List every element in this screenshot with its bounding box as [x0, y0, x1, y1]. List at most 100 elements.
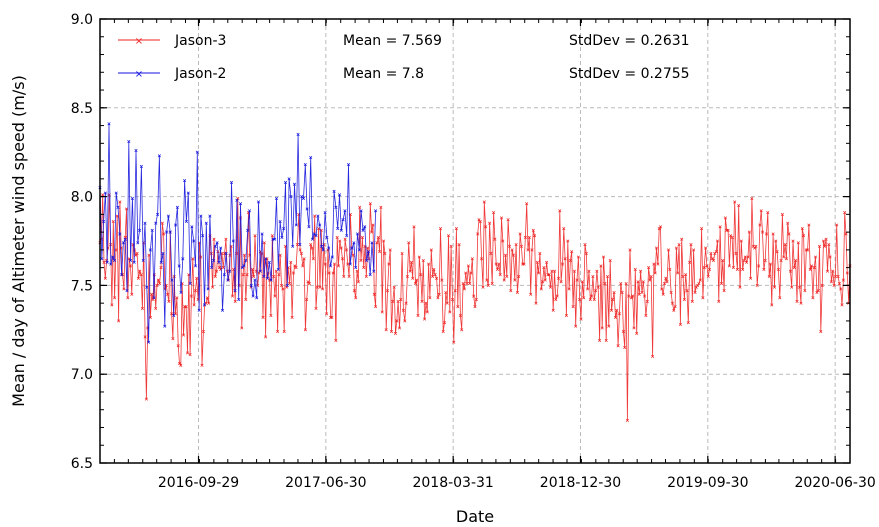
data-point-jason-2	[247, 209, 252, 213]
data-point-jason-3	[400, 251, 404, 255]
data-point-jason-3	[290, 315, 294, 319]
data-point-jason-3	[117, 319, 121, 323]
data-point-jason-3	[689, 243, 693, 247]
data-point-jason-2	[368, 273, 372, 277]
data-point-jason-3	[714, 250, 718, 254]
data-point-jason-3	[382, 239, 386, 243]
data-point-jason-2	[237, 298, 241, 302]
data-point-jason-3	[845, 271, 849, 275]
data-point-jason-2	[154, 221, 158, 225]
data-point-jason-2	[226, 278, 230, 282]
data-point-jason-3	[751, 244, 755, 248]
data-point-jason-3	[336, 264, 341, 268]
data-point-jason-3	[843, 211, 847, 215]
data-point-jason-3	[627, 294, 631, 298]
data-point-jason-3	[212, 237, 216, 241]
data-point-jason-3	[325, 312, 329, 316]
data-point-jason-2	[138, 228, 142, 232]
data-point-jason-3	[233, 299, 237, 303]
data-point-jason-3	[298, 248, 302, 252]
data-point-jason-3	[310, 246, 314, 250]
y-tick-label: 8.0	[71, 190, 93, 206]
data-point-jason-3	[411, 276, 415, 280]
data-point-jason-3	[653, 271, 657, 275]
data-point-jason-3	[746, 255, 750, 259]
data-point-jason-3	[468, 282, 472, 286]
data-point-jason-3	[502, 278, 506, 282]
data-point-jason-3	[442, 321, 447, 325]
data-point-jason-2	[161, 251, 165, 255]
data-point-jason-2	[204, 221, 208, 225]
data-point-jason-2	[195, 150, 199, 154]
data-point-jason-3	[836, 274, 840, 279]
data-point-jason-2	[355, 232, 360, 236]
data-point-jason-3	[270, 234, 274, 238]
data-point-jason-2	[224, 251, 228, 255]
data-point-jason-2	[193, 264, 198, 268]
data-point-jason-3	[541, 280, 545, 284]
data-point-jason-2	[175, 205, 179, 209]
data-point-jason-2	[168, 230, 172, 234]
data-point-jason-3	[662, 282, 667, 286]
data-point-jason-3	[279, 283, 284, 287]
data-point-jason-3	[510, 248, 514, 252]
data-point-jason-2	[372, 269, 376, 273]
data-point-jason-2	[186, 191, 190, 195]
data-point-jason-3	[136, 276, 140, 280]
data-point-jason-2	[321, 248, 325, 252]
data-point-jason-3	[130, 292, 134, 296]
data-point-jason-3	[211, 285, 215, 289]
data-point-jason-3	[612, 290, 616, 295]
data-point-jason-3	[582, 296, 586, 300]
data-point-jason-3	[570, 250, 574, 254]
data-point-jason-3	[665, 280, 669, 284]
data-point-jason-2	[107, 122, 111, 126]
data-point-jason-3	[313, 214, 317, 218]
data-point-jason-3	[803, 289, 807, 293]
data-point-jason-2	[292, 182, 297, 186]
data-point-jason-2	[105, 260, 109, 264]
data-point-jason-3	[685, 289, 689, 293]
data-point-jason-3	[454, 227, 458, 231]
data-point-jason-3	[160, 221, 164, 225]
data-point-jason-3	[340, 257, 345, 261]
data-point-jason-3	[269, 314, 273, 318]
data-point-jason-3	[358, 205, 362, 209]
data-point-jason-3	[575, 278, 579, 282]
data-point-jason-3	[470, 257, 474, 261]
data-point-jason-3	[637, 292, 641, 296]
data-point-jason-3	[598, 338, 602, 343]
data-point-jason-3	[670, 301, 674, 305]
data-point-jason-3	[230, 294, 235, 298]
data-point-jason-2	[123, 237, 127, 241]
data-point-jason-2	[287, 177, 291, 181]
data-point-jason-3	[734, 251, 738, 255]
data-point-jason-3	[601, 255, 606, 259]
data-point-jason-3	[766, 211, 770, 215]
data-point-jason-3	[409, 260, 413, 264]
data-point-jason-3	[718, 225, 722, 229]
data-point-jason-3	[558, 209, 562, 213]
data-point-jason-3	[697, 282, 701, 286]
data-point-jason-3	[591, 274, 595, 279]
data-point-jason-3	[704, 246, 708, 250]
data-point-jason-3	[649, 274, 653, 279]
data-point-jason-3	[334, 338, 338, 343]
data-point-jason-3	[595, 269, 599, 273]
data-point-jason-3	[499, 216, 504, 220]
data-point-jason-3	[423, 317, 427, 321]
data-point-jason-3	[253, 234, 257, 238]
data-point-jason-3	[672, 308, 676, 312]
data-point-jason-3	[643, 294, 647, 298]
data-point-jason-2	[348, 262, 352, 266]
data-point-jason-3	[652, 262, 656, 266]
data-point-jason-3	[436, 296, 440, 300]
data-point-jason-3	[616, 344, 620, 348]
data-point-jason-3	[432, 267, 436, 271]
data-point-jason-3	[472, 294, 476, 298]
data-point-jason-2	[274, 196, 279, 200]
data-point-jason-2	[285, 283, 289, 287]
data-point-jason-3	[624, 282, 628, 286]
data-point-jason-3	[794, 258, 798, 263]
data-point-jason-3	[217, 266, 221, 270]
